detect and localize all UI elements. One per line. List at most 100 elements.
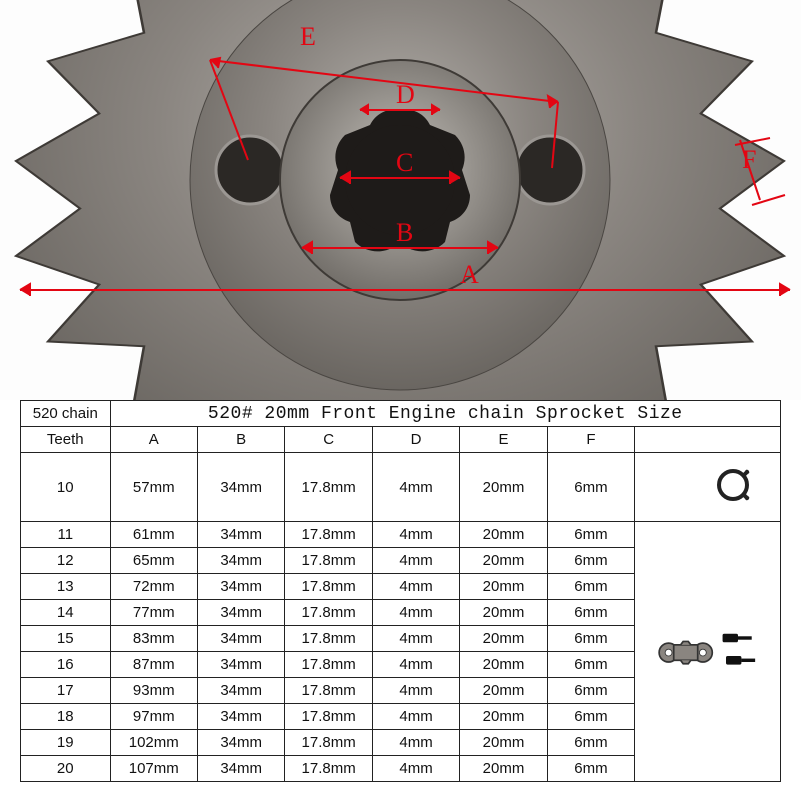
- data-cell: 17.8mm: [285, 574, 372, 600]
- data-cell: 17.8mm: [285, 548, 372, 574]
- data-cell: 34mm: [197, 652, 284, 678]
- col-header: F: [547, 427, 634, 453]
- data-cell: 57mm: [110, 453, 197, 522]
- sprocket-svg: [0, 0, 801, 400]
- data-cell: 20mm: [460, 600, 547, 626]
- parts-cell: [635, 522, 781, 782]
- header-left: 520 chain: [21, 401, 111, 427]
- data-cell: 6mm: [547, 678, 634, 704]
- data-cell: 14: [21, 600, 111, 626]
- data-cell: 34mm: [197, 453, 284, 522]
- dim-label-b: B: [396, 218, 413, 248]
- data-cell: 72mm: [110, 574, 197, 600]
- data-cell: 6mm: [547, 652, 634, 678]
- col-header: A: [110, 427, 197, 453]
- data-cell: 10: [21, 453, 111, 522]
- data-cell: 34mm: [197, 626, 284, 652]
- data-cell: 4mm: [372, 652, 459, 678]
- data-cell: 18: [21, 704, 111, 730]
- data-cell: 34mm: [197, 704, 284, 730]
- col-header: Teeth: [21, 427, 111, 453]
- data-cell: 17.8mm: [285, 522, 372, 548]
- data-cell: 93mm: [110, 678, 197, 704]
- data-cell: 17.8mm: [285, 730, 372, 756]
- circlip-icon: [648, 455, 768, 515]
- header-title: 520# 20mm Front Engine chain Sprocket Si…: [110, 401, 780, 427]
- data-cell: 20mm: [460, 453, 547, 522]
- data-cell: 102mm: [110, 730, 197, 756]
- data-cell: 6mm: [547, 756, 634, 782]
- screw-icon: [726, 656, 755, 665]
- data-cell: 6mm: [547, 522, 634, 548]
- data-cell: 13: [21, 574, 111, 600]
- data-cell: 16: [21, 652, 111, 678]
- data-cell: 6mm: [547, 453, 634, 522]
- col-header: E: [460, 427, 547, 453]
- data-cell: 19: [21, 730, 111, 756]
- col-header: B: [197, 427, 284, 453]
- data-cell: 4mm: [372, 453, 459, 522]
- data-cell: 34mm: [197, 548, 284, 574]
- data-cell: 65mm: [110, 548, 197, 574]
- data-cell: 17.8mm: [285, 704, 372, 730]
- data-cell: 77mm: [110, 600, 197, 626]
- spec-table: 520 chain520# 20mm Front Engine chain Sp…: [20, 400, 781, 782]
- data-cell: 34mm: [197, 522, 284, 548]
- data-cell: 4mm: [372, 704, 459, 730]
- data-cell: 4mm: [372, 626, 459, 652]
- dim-label-f: F: [742, 145, 756, 175]
- data-cell: 34mm: [197, 730, 284, 756]
- dim-label-a: A: [460, 260, 479, 290]
- data-cell: 20mm: [460, 704, 547, 730]
- data-cell: 20mm: [460, 652, 547, 678]
- data-cell: 20mm: [460, 574, 547, 600]
- sprocket-diagram: A B C D E F: [0, 0, 801, 400]
- data-cell: 20mm: [460, 522, 547, 548]
- data-cell: 17.8mm: [285, 652, 372, 678]
- data-cell: 17: [21, 678, 111, 704]
- data-cell: 20: [21, 756, 111, 782]
- data-cell: 11: [21, 522, 111, 548]
- data-cell: 34mm: [197, 756, 284, 782]
- data-cell: 17.8mm: [285, 600, 372, 626]
- data-cell: 20mm: [460, 730, 547, 756]
- data-cell: 20mm: [460, 756, 547, 782]
- data-cell: 15: [21, 626, 111, 652]
- data-cell: 4mm: [372, 522, 459, 548]
- data-cell: 6mm: [547, 626, 634, 652]
- data-cell: 6mm: [547, 704, 634, 730]
- data-cell: 6mm: [547, 600, 634, 626]
- dim-label-d: D: [396, 80, 415, 110]
- data-cell: 4mm: [372, 756, 459, 782]
- data-cell: 4mm: [372, 678, 459, 704]
- data-cell: 17.8mm: [285, 626, 372, 652]
- retainer-plate-icon: [648, 620, 768, 680]
- data-cell: 107mm: [110, 756, 197, 782]
- parts-header: [635, 427, 781, 453]
- data-cell: 4mm: [372, 548, 459, 574]
- data-cell: 20mm: [460, 678, 547, 704]
- data-cell: 20mm: [460, 548, 547, 574]
- data-cell: 12: [21, 548, 111, 574]
- data-cell: 4mm: [372, 574, 459, 600]
- data-cell: 34mm: [197, 678, 284, 704]
- col-header: C: [285, 427, 372, 453]
- data-cell: 6mm: [547, 574, 634, 600]
- data-cell: 17.8mm: [285, 678, 372, 704]
- data-cell: 34mm: [197, 600, 284, 626]
- data-cell: 87mm: [110, 652, 197, 678]
- data-cell: 17.8mm: [285, 453, 372, 522]
- data-cell: 34mm: [197, 574, 284, 600]
- spec-table-wrap: 520 chain520# 20mm Front Engine chain Sp…: [20, 400, 781, 790]
- screw-icon: [722, 633, 751, 642]
- data-cell: 17.8mm: [285, 756, 372, 782]
- data-cell: 97mm: [110, 704, 197, 730]
- data-cell: 83mm: [110, 626, 197, 652]
- data-cell: 20mm: [460, 626, 547, 652]
- dim-label-e: E: [300, 22, 316, 52]
- data-cell: 4mm: [372, 730, 459, 756]
- parts-cell: [635, 453, 781, 522]
- data-cell: 61mm: [110, 522, 197, 548]
- col-header: D: [372, 427, 459, 453]
- dim-label-c: C: [396, 148, 413, 178]
